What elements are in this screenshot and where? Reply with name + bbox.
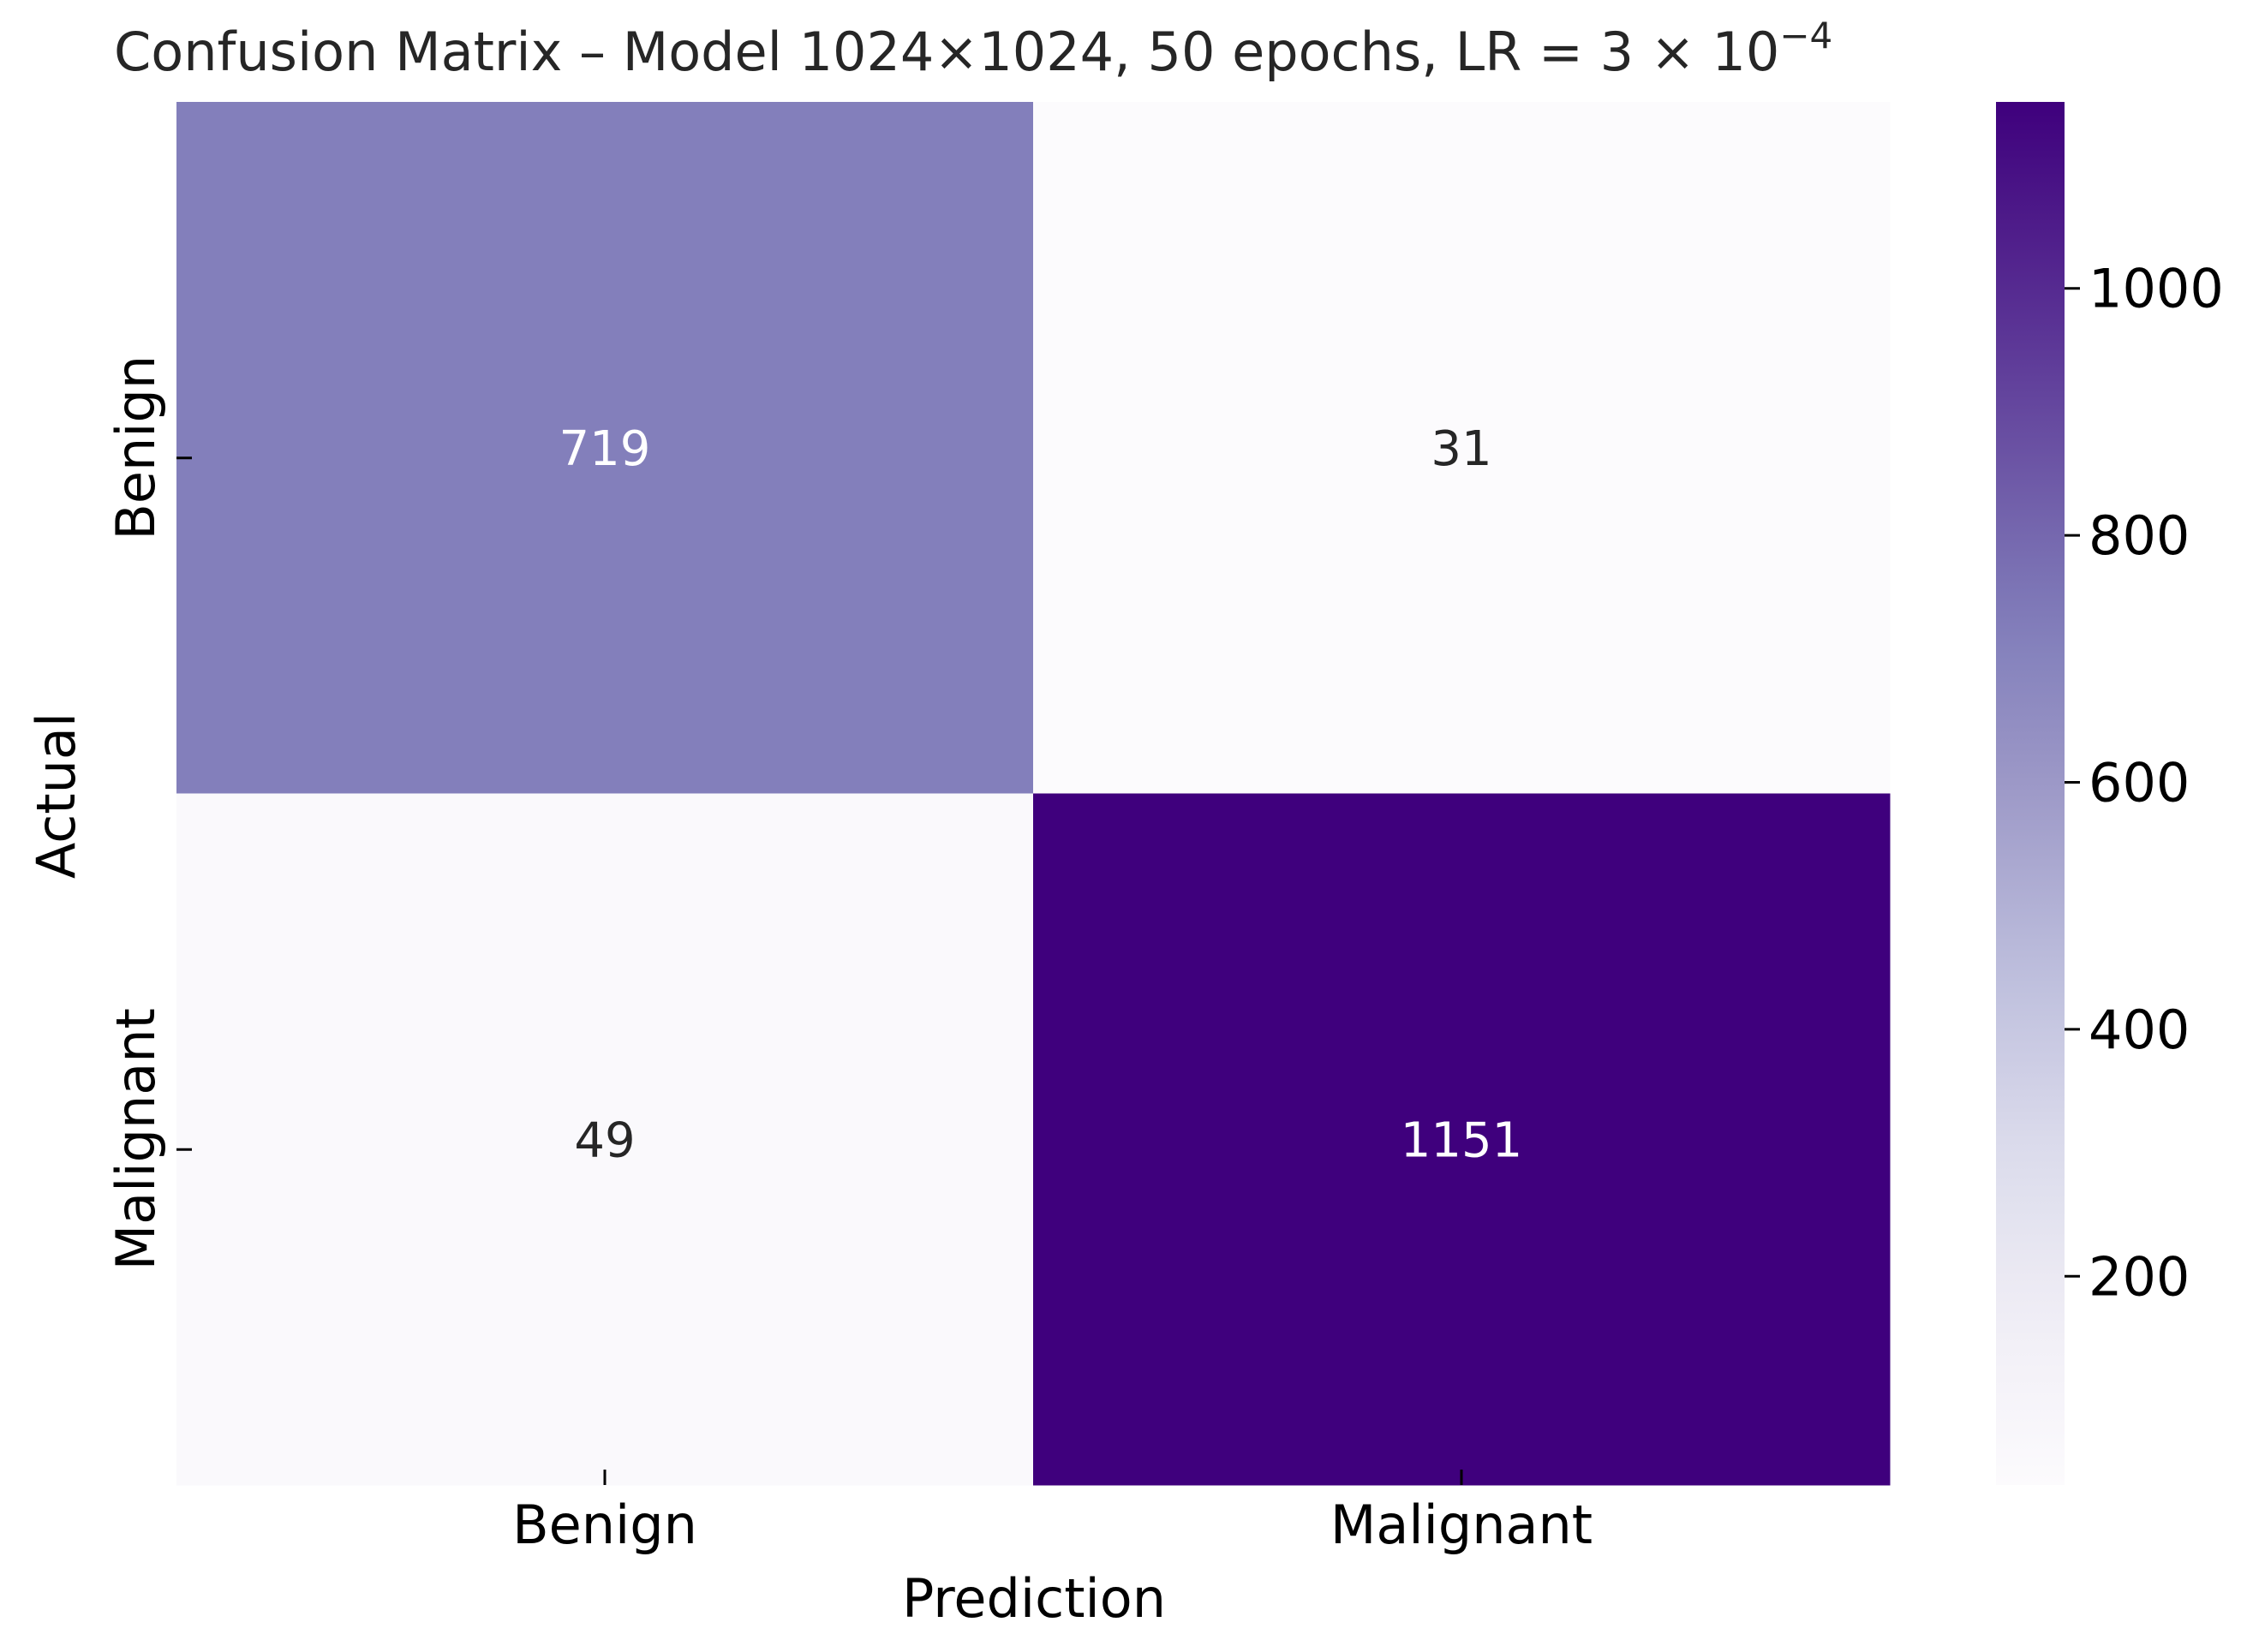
y-axis-label: Actual bbox=[25, 713, 87, 879]
cell-value-label: 49 bbox=[574, 1112, 635, 1168]
colorbar-tick-label: 200 bbox=[2089, 1245, 2190, 1308]
heatmap-cells bbox=[176, 102, 1891, 1486]
colorbar-ticks: 200 400 600 800 1000 bbox=[2065, 258, 2224, 1308]
y-axis-ticks: Benign Malignant bbox=[105, 355, 192, 1270]
cell-value-label: 719 bbox=[559, 421, 651, 477]
heatmap-cell-benign-malignant bbox=[1033, 102, 1891, 794]
chart-title: Confusion Matrix – Model 1024×1024, 50 e… bbox=[114, 15, 1832, 83]
y-tick-label: Benign bbox=[105, 355, 167, 540]
heatmap-cell-malignant-benign bbox=[176, 793, 1034, 1486]
chart-title-main: Confusion Matrix – Model 1024×1024, 50 e… bbox=[114, 21, 1779, 83]
colorbar-tick-label: 800 bbox=[2089, 504, 2190, 567]
cell-value-label: 1151 bbox=[1401, 1112, 1523, 1168]
colorbar-tick-label: 1000 bbox=[2089, 258, 2224, 320]
cell-value-label: 31 bbox=[1431, 421, 1491, 477]
heatmap-cell-labels: 719 31 49 1151 bbox=[559, 421, 1523, 1169]
x-axis-label: Prediction bbox=[902, 1567, 1166, 1630]
x-axis-ticks: Benign Malignant bbox=[512, 1470, 1593, 1556]
chart-title-superscript: −4 bbox=[1779, 15, 1832, 57]
colorbar-tick-label: 400 bbox=[2089, 999, 2190, 1061]
colorbar bbox=[1996, 102, 2065, 1485]
colorbar-tick-label: 600 bbox=[2089, 752, 2190, 814]
heatmap-cell-malignant-malignant bbox=[1033, 793, 1891, 1486]
x-tick-label: Benign bbox=[512, 1494, 697, 1556]
y-tick-label: Malignant bbox=[105, 1008, 167, 1270]
x-tick-label: Malignant bbox=[1330, 1494, 1593, 1556]
heatmap-cell-benign-benign bbox=[176, 102, 1034, 794]
